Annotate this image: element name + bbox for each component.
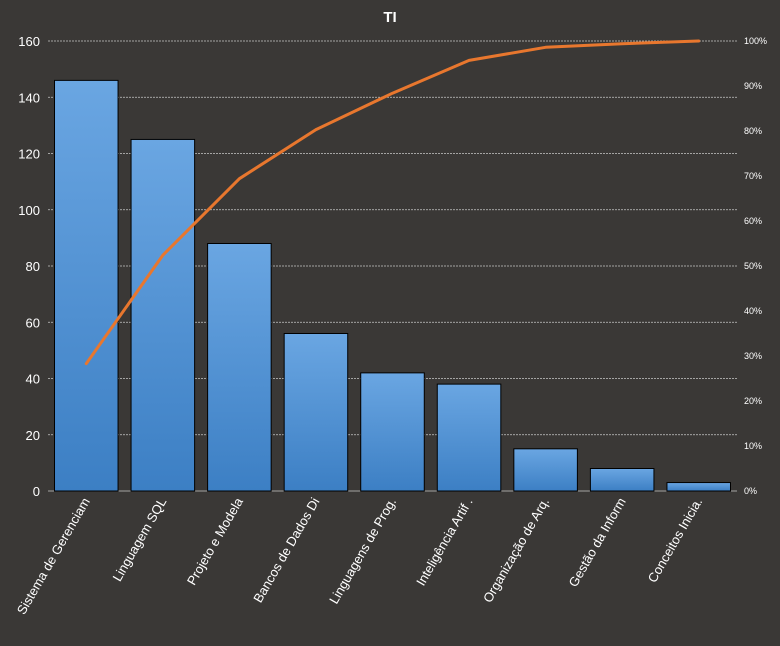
bar — [589, 468, 655, 492]
bar-series — [54, 79, 731, 492]
bar — [130, 138, 196, 492]
bar — [436, 383, 502, 492]
y2-tick-label: 70% — [744, 171, 762, 181]
bar — [207, 243, 272, 492]
x-tick-label: Sistema de Gerenciam — [14, 495, 93, 617]
x-tick-label: Conceitos Inicia. — [645, 495, 706, 585]
left-y-axis: 0 20 40 60 80 100 120 140 160 — [18, 34, 40, 499]
x-tick-label: Bancos de Dados Di — [250, 495, 322, 605]
bar — [513, 448, 578, 492]
y-tick-label: 140 — [18, 90, 40, 105]
y-tick-label: 40 — [26, 372, 40, 387]
y-tick-label: 100 — [18, 203, 40, 218]
bar — [666, 482, 731, 492]
bar — [283, 333, 349, 492]
x-tick-label: Linguagens de Prog. — [326, 495, 399, 606]
x-tick-label: Linguagem SQL — [109, 495, 169, 584]
y2-tick-label: 10% — [744, 441, 762, 451]
y-tick-label: 80 — [26, 259, 40, 274]
x-tick-label: Gestão da Inform — [566, 495, 629, 589]
bar — [54, 79, 119, 492]
y-tick-label: 60 — [26, 315, 40, 330]
y2-tick-label: 50% — [744, 261, 762, 271]
x-tick-label: Projeto e Modela — [184, 494, 247, 587]
x-tick-label: Organização de Arq. — [480, 495, 552, 605]
y-tick-label: 0 — [33, 484, 40, 499]
y-tick-label: 120 — [18, 147, 40, 162]
y2-tick-label: 80% — [744, 126, 762, 136]
bar — [360, 372, 425, 492]
x-tick-label: Inteligência Artif . — [413, 495, 475, 588]
y2-tick-label: 60% — [744, 216, 762, 226]
y2-tick-label: 0% — [744, 486, 757, 496]
chart-title: TI — [383, 9, 396, 26]
y2-tick-label: 30% — [744, 351, 762, 361]
y-tick-label: 20 — [26, 428, 40, 443]
y2-tick-label: 100% — [744, 36, 767, 46]
y2-tick-label: 20% — [744, 396, 762, 406]
cumulative-line — [84, 39, 701, 366]
x-axis: Sistema de Gerenciam Linguagem SQL Projeto… — [14, 494, 706, 617]
y2-tick-label: 40% — [744, 306, 762, 316]
cumulative-line-series — [84, 39, 701, 366]
y-tick-label: 160 — [18, 34, 40, 49]
y2-tick-label: 90% — [744, 81, 762, 91]
right-y-axis: 0% 10% 20% 30% 40% 50% 60% 70% 80% 90% 100% — [744, 36, 767, 496]
